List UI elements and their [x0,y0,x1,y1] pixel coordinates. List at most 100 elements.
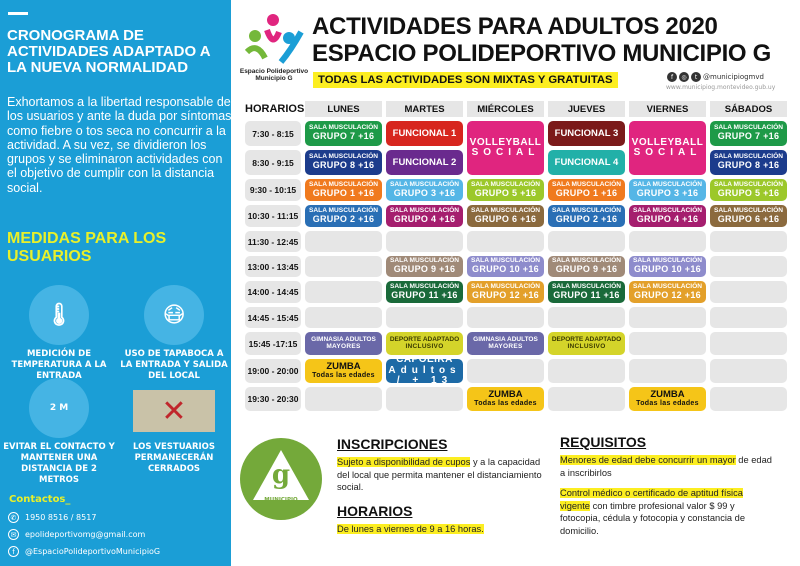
activity-cell[interactable]: FUNCIONAL 1 [386,121,463,146]
time-slot: 19:00 - 20:00 [245,359,301,383]
activity-cell[interactable]: DEPORTE ADAPTADO INCLUSIVO [548,332,625,355]
contact-email[interactable]: ✉ epolideportivomg@gmail.com [8,529,145,540]
activity-cell[interactable]: SALA MUSCULACIÓN GRUPO 4 +16 [629,205,706,227]
social-links[interactable]: f ◎ t @municipiogmvd [667,72,764,82]
activity-name: ZUMBA [326,361,361,373]
empty-cell [629,332,706,355]
contacts-title: Contactos_ [9,494,71,505]
activity-name: VOLLEYBALL [469,136,542,148]
activity-cell[interactable]: SALA MUSCULACIÓN GRUPO 5 +16 [467,179,544,201]
activity-cell[interactable]: SALA MUSCULACIÓN GRUPO 8 +16 [710,150,787,175]
activity-cell[interactable]: SALA MUSCULACIÓN GRUPO 11 +16 [386,281,463,303]
column-header-day: SÁBADOS [710,101,787,117]
activity-cell[interactable]: DEPORTE ADAPTADO INCLUSIVO [386,332,463,355]
measure-temperature: 🌡 MEDICIÓN DE TEMPERATURA A LA ENTRADA [3,285,115,382]
activity-cell[interactable]: SALA MUSCULACIÓN GRUPO 1 +16 [548,179,625,201]
activity-name: GIMNASIA ADULTOS [311,335,376,343]
activity-name: SALA MUSCULACIÓN [633,282,702,290]
inscripciones-text: Sujeto a disponibilidad de cupos y a la … [337,457,542,492]
time-slot: 13:00 - 13:45 [245,256,301,277]
activity-detail: GRUPO 1 +16 [555,187,618,198]
activity-cell[interactable]: ZUMBA Todas las edades [629,387,706,411]
activity-cell[interactable]: VOLLEYBALL SOCIAL [629,121,706,175]
facebook-icon: f [8,546,19,557]
logo-text: Espacio Polideportivo Municipio G [239,68,309,82]
activity-cell[interactable]: SALA MUSCULACIÓN GRUPO 6 +16 [467,205,544,227]
empty-cell [386,387,463,411]
activity-cell[interactable]: SALA MUSCULACIÓN GRUPO 11 +16 [548,281,625,303]
activity-name: SALA MUSCULACIÓN [390,257,459,265]
activity-name: FUNCIONAL 4 [554,156,619,168]
activity-cell[interactable]: SALA MUSCULACIÓN GRUPO 8 +16 [305,150,382,175]
activity-cell[interactable]: SALA MUSCULACIÓN GRUPO 2 +16 [548,205,625,227]
activity-cell[interactable]: SALA MUSCULACIÓN GRUPO 10 +16 [629,256,706,277]
schedule-grid: HORARIOS LUNES MARTES MIÉRCOLES JUEVES VIERNE… [245,101,787,411]
activity-name: SALA MUSCULACIÓN [471,206,540,214]
activity-cell[interactable]: SALA MUSCULACIÓN GRUPO 5 +16 [710,179,787,201]
activity-cell[interactable]: FUNCIONAL 4 [548,150,625,175]
activity-detail: GRUPO 7 +16 [717,131,780,142]
activity-detail: SOCIAL [633,147,702,158]
activity-cell[interactable]: FUNCIONAL 3 [548,121,625,146]
activity-cell[interactable]: ZUMBA Todas las edades [305,359,382,383]
activity-detail: GRUPO 11 +16 [391,289,458,300]
activity-cell[interactable]: GIMNASIA ADULTOS MAYORES [305,332,382,355]
activity-cell[interactable]: VOLLEYBALL SOCIAL [467,121,544,175]
empty-cell [467,231,544,252]
activity-cell[interactable]: SALA MUSCULACIÓN GRUPO 2 +16 [305,205,382,227]
activity-name: SALA MUSCULACIÓN [633,206,702,214]
column-header-day: JUEVES [548,101,625,117]
twitter-icon[interactable]: t [691,72,701,82]
activity-cell[interactable]: SALA MUSCULACIÓN GRUPO 12 +16 [467,281,544,303]
activity-cell[interactable]: SALA MUSCULACIÓN GRUPO 3 +16 [629,179,706,201]
activity-detail: GRUPO 2 +16 [312,213,375,224]
panel-paragraph: Exhortamos a la libertad responsable de … [7,95,232,195]
activity-name: FUNCIONAL 1 [392,127,457,139]
activity-cell[interactable]: SALA MUSCULACIÓN GRUPO 3 +16 [386,179,463,201]
empty-cell [305,387,382,411]
activity-name: DEPORTE ADAPTADO [551,335,622,343]
activity-name: SALA MUSCULACIÓN [714,206,783,214]
municipio-logo: g MUNICIPIO [240,438,322,520]
measures-title: MEDIDAS PARA LOS USUARIOS [7,230,167,265]
empty-cell [548,359,625,383]
activity-name: ZUMBA [650,389,685,401]
contact-facebook[interactable]: f @EspacioPolideportivoMunicipioG [8,546,160,557]
measure-label: LOS VESTUARIOS PERMANECERÁN CERRADOS [133,442,215,474]
instagram-icon[interactable]: ◎ [679,72,689,82]
activity-cell[interactable]: SALA MUSCULACIÓN GRUPO 9 +16 [386,256,463,277]
activity-cell[interactable]: ZUMBA Todas las edades [467,387,544,411]
activity-cell[interactable]: FUNCIONAL 2 [386,150,463,175]
distance-icon: 2 M [29,378,89,438]
activity-detail: GRUPO 8 +16 [312,160,375,171]
horarios-text: De lunes a viernes de 9 a 16 horas. [337,524,484,534]
activity-cell[interactable]: SALA MUSCULACIÓN GRUPO 7 +16 [710,121,787,146]
activity-detail: GRUPO 9 +16 [555,264,618,275]
empty-cell [548,307,625,328]
closed-lockers-icon: ✕ [133,390,215,432]
activity-name: CAPOEIRA [396,354,453,366]
activity-cell[interactable]: SALA MUSCULACIÓN GRUPO 10 +16 [467,256,544,277]
activity-cell[interactable]: CAPOEIRA Adultos / + 13 [386,355,463,386]
activity-name: GIMNASIA ADULTOS [473,335,538,343]
empty-cell [710,332,787,355]
activity-cell[interactable]: SALA MUSCULACIÓN GRUPO 9 +16 [548,256,625,277]
activity-cell[interactable]: GIMNASIA ADULTOS MAYORES [467,332,544,355]
activity-name: SALA MUSCULACIÓN [309,124,378,132]
activity-cell[interactable]: SALA MUSCULACIÓN GRUPO 7 +16 [305,121,382,146]
activity-name: SALA MUSCULACIÓN [633,257,702,265]
facebook-icon[interactable]: f [667,72,677,82]
website-link[interactable]: www.municipiog.montevideo.gub.uy [666,84,776,91]
activity-detail: GRUPO 11 +16 [553,289,620,300]
activity-cell[interactable]: SALA MUSCULACIÓN GRUPO 4 +16 [386,205,463,227]
activity-detail: GRUPO 4 +16 [393,213,456,224]
activity-cell[interactable]: SALA MUSCULACIÓN GRUPO 12 +16 [629,281,706,303]
activity-detail: GRUPO 1 +16 [312,187,375,198]
contact-phone[interactable]: ✆ 1950 8516 / 8517 [8,512,96,523]
empty-cell [629,231,706,252]
activity-cell[interactable]: SALA MUSCULACIÓN GRUPO 6 +16 [710,205,787,227]
activity-name: SALA MUSCULACIÓN [714,153,783,161]
activity-cell[interactable]: SALA MUSCULACIÓN GRUPO 1 +16 [305,179,382,201]
measure-label: MEDICIÓN DE TEMPERATURA A LA ENTRADA [11,349,107,381]
phone-icon: ✆ [8,512,19,523]
